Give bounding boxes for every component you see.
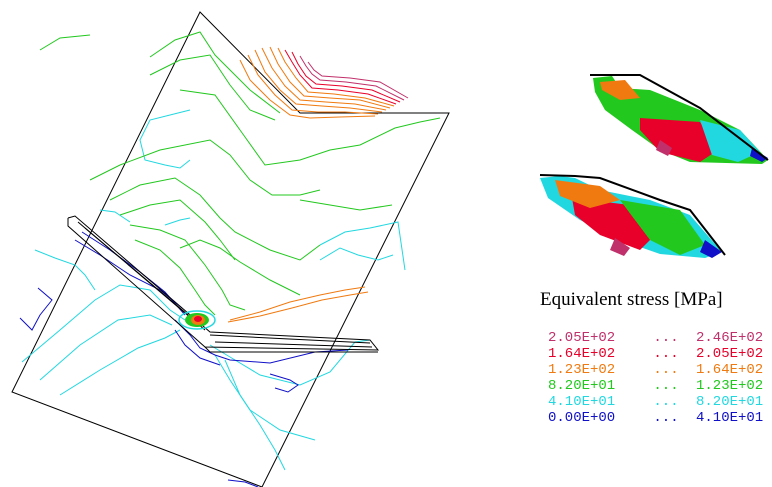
legend-dots: ... xyxy=(653,330,679,346)
contours-red xyxy=(284,49,401,105)
beam-outline xyxy=(67,215,380,353)
legend-dots: ... xyxy=(653,346,679,362)
legend-hi-value: 1.23E+02 xyxy=(696,378,764,394)
legend-row: 4.10E+01 ... 8.20E+01 xyxy=(548,394,772,410)
main-plate xyxy=(11,11,450,487)
contours-green xyxy=(39,31,441,316)
legend-row: 0.00E+00 ... 4.10E+01 xyxy=(548,410,772,426)
legend-lo-value: 1.64E+02 xyxy=(548,346,616,362)
stress-legend: 2.05E+02 ... 2.46E+02 1.64E+02 ... 2.05E… xyxy=(548,330,772,426)
legend-row: 1.23E+02 ... 1.64E+02 xyxy=(548,362,772,378)
legend-row: 1.64E+02 ... 2.05E+02 xyxy=(548,346,772,362)
legend-lo-value: 0.00E+00 xyxy=(548,410,616,426)
contours-magenta xyxy=(299,55,409,101)
legend-lo-value: 2.05E+02 xyxy=(548,330,616,346)
legend-dots: ... xyxy=(653,362,679,378)
contours-orange xyxy=(227,46,395,323)
legend-row: 2.05E+02 ... 2.46E+02 xyxy=(548,330,772,346)
contours-cyan xyxy=(21,109,406,471)
legend-hi-value: 1.64E+02 xyxy=(696,362,764,378)
legend-hi-value: 4.10E+01 xyxy=(696,410,764,426)
legend-title: Equivalent stress [MPa] xyxy=(540,289,723,310)
legend-lo-value: 4.10E+01 xyxy=(548,394,616,410)
legend-lo-value: 8.20E+01 xyxy=(548,378,616,394)
legend-dots: ... xyxy=(653,410,679,426)
legend-hi-value: 8.20E+01 xyxy=(696,394,764,410)
hotspot xyxy=(178,310,216,330)
legend-lo-value: 1.23E+02 xyxy=(548,362,616,378)
contours-blue xyxy=(19,231,349,487)
inset-beam-top xyxy=(590,74,769,164)
inset-beam-bottom xyxy=(539,174,726,258)
legend-dots: ... xyxy=(653,394,679,410)
legend-dots: ... xyxy=(653,378,679,394)
legend-hi-value: 2.46E+02 xyxy=(696,330,764,346)
legend-row: 8.20E+01 ... 1.23E+02 xyxy=(548,378,772,394)
legend-hi-value: 2.05E+02 xyxy=(696,346,764,362)
